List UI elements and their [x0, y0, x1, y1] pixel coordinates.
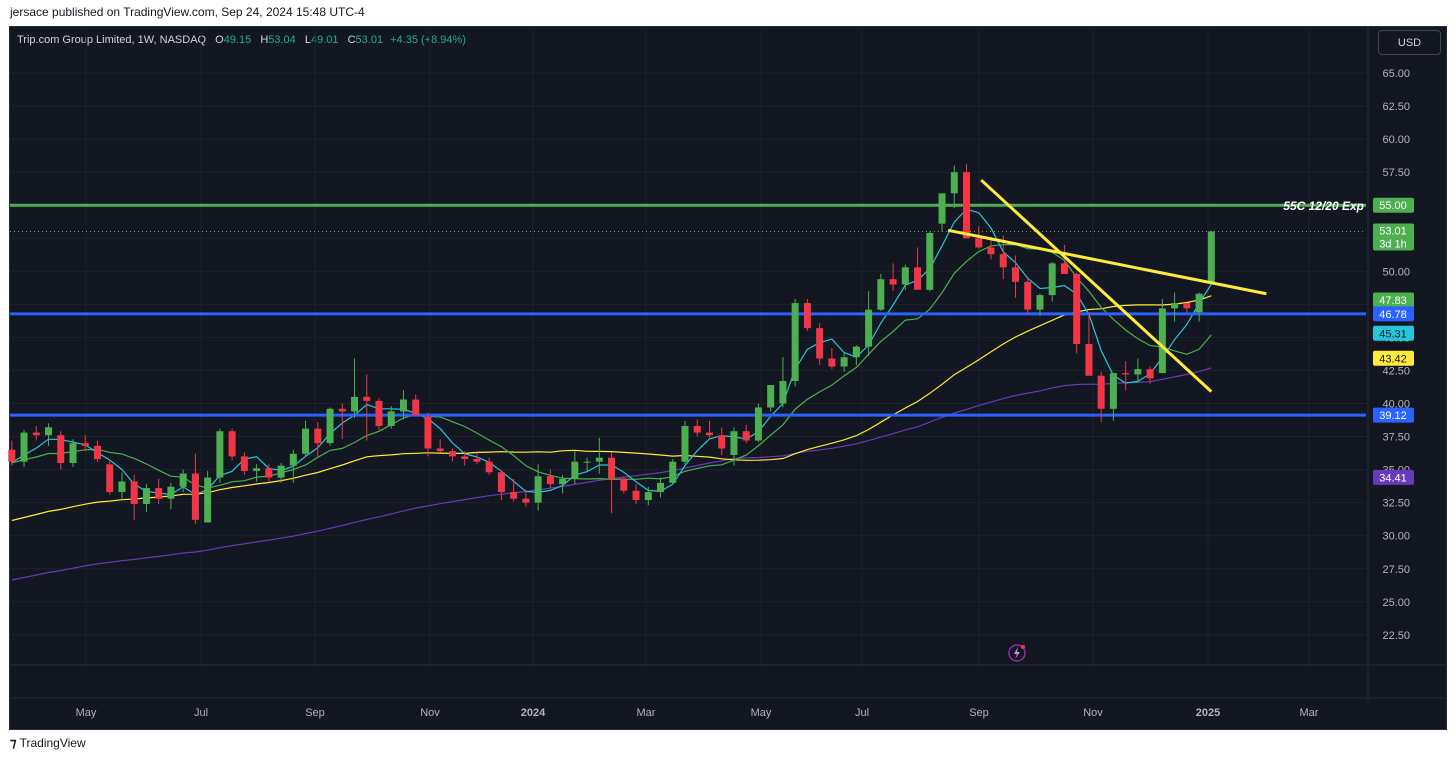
symbol-name: Trip.com Group Limited, 1W, NASDAQ — [17, 34, 207, 46]
high-label: H — [260, 34, 269, 46]
change-value: +4.35 (+8.94%) — [390, 34, 466, 46]
low-value: 49.01 — [310, 34, 339, 46]
tradingview-brand: TradingView — [19, 736, 86, 750]
open-label: O — [215, 34, 224, 46]
published-by-text: jersace published on TradingView.com, Se… — [10, 5, 365, 19]
close-label: C — [347, 34, 356, 46]
currency-button[interactable]: USD — [1378, 30, 1441, 55]
high-value: 53.04 — [268, 34, 296, 46]
tradingview-footer: ⁊ TradingView — [10, 735, 86, 751]
tradingview-logo-icon: ⁊ — [10, 735, 17, 750]
chart-panel[interactable] — [9, 26, 1447, 730]
close-value: 53.01 — [355, 34, 384, 46]
open-value: 49.15 — [223, 34, 252, 46]
low-label: L — [304, 34, 311, 46]
symbol-legend: Trip.com Group Limited, 1W, NASDAQ O49.1… — [17, 34, 466, 46]
